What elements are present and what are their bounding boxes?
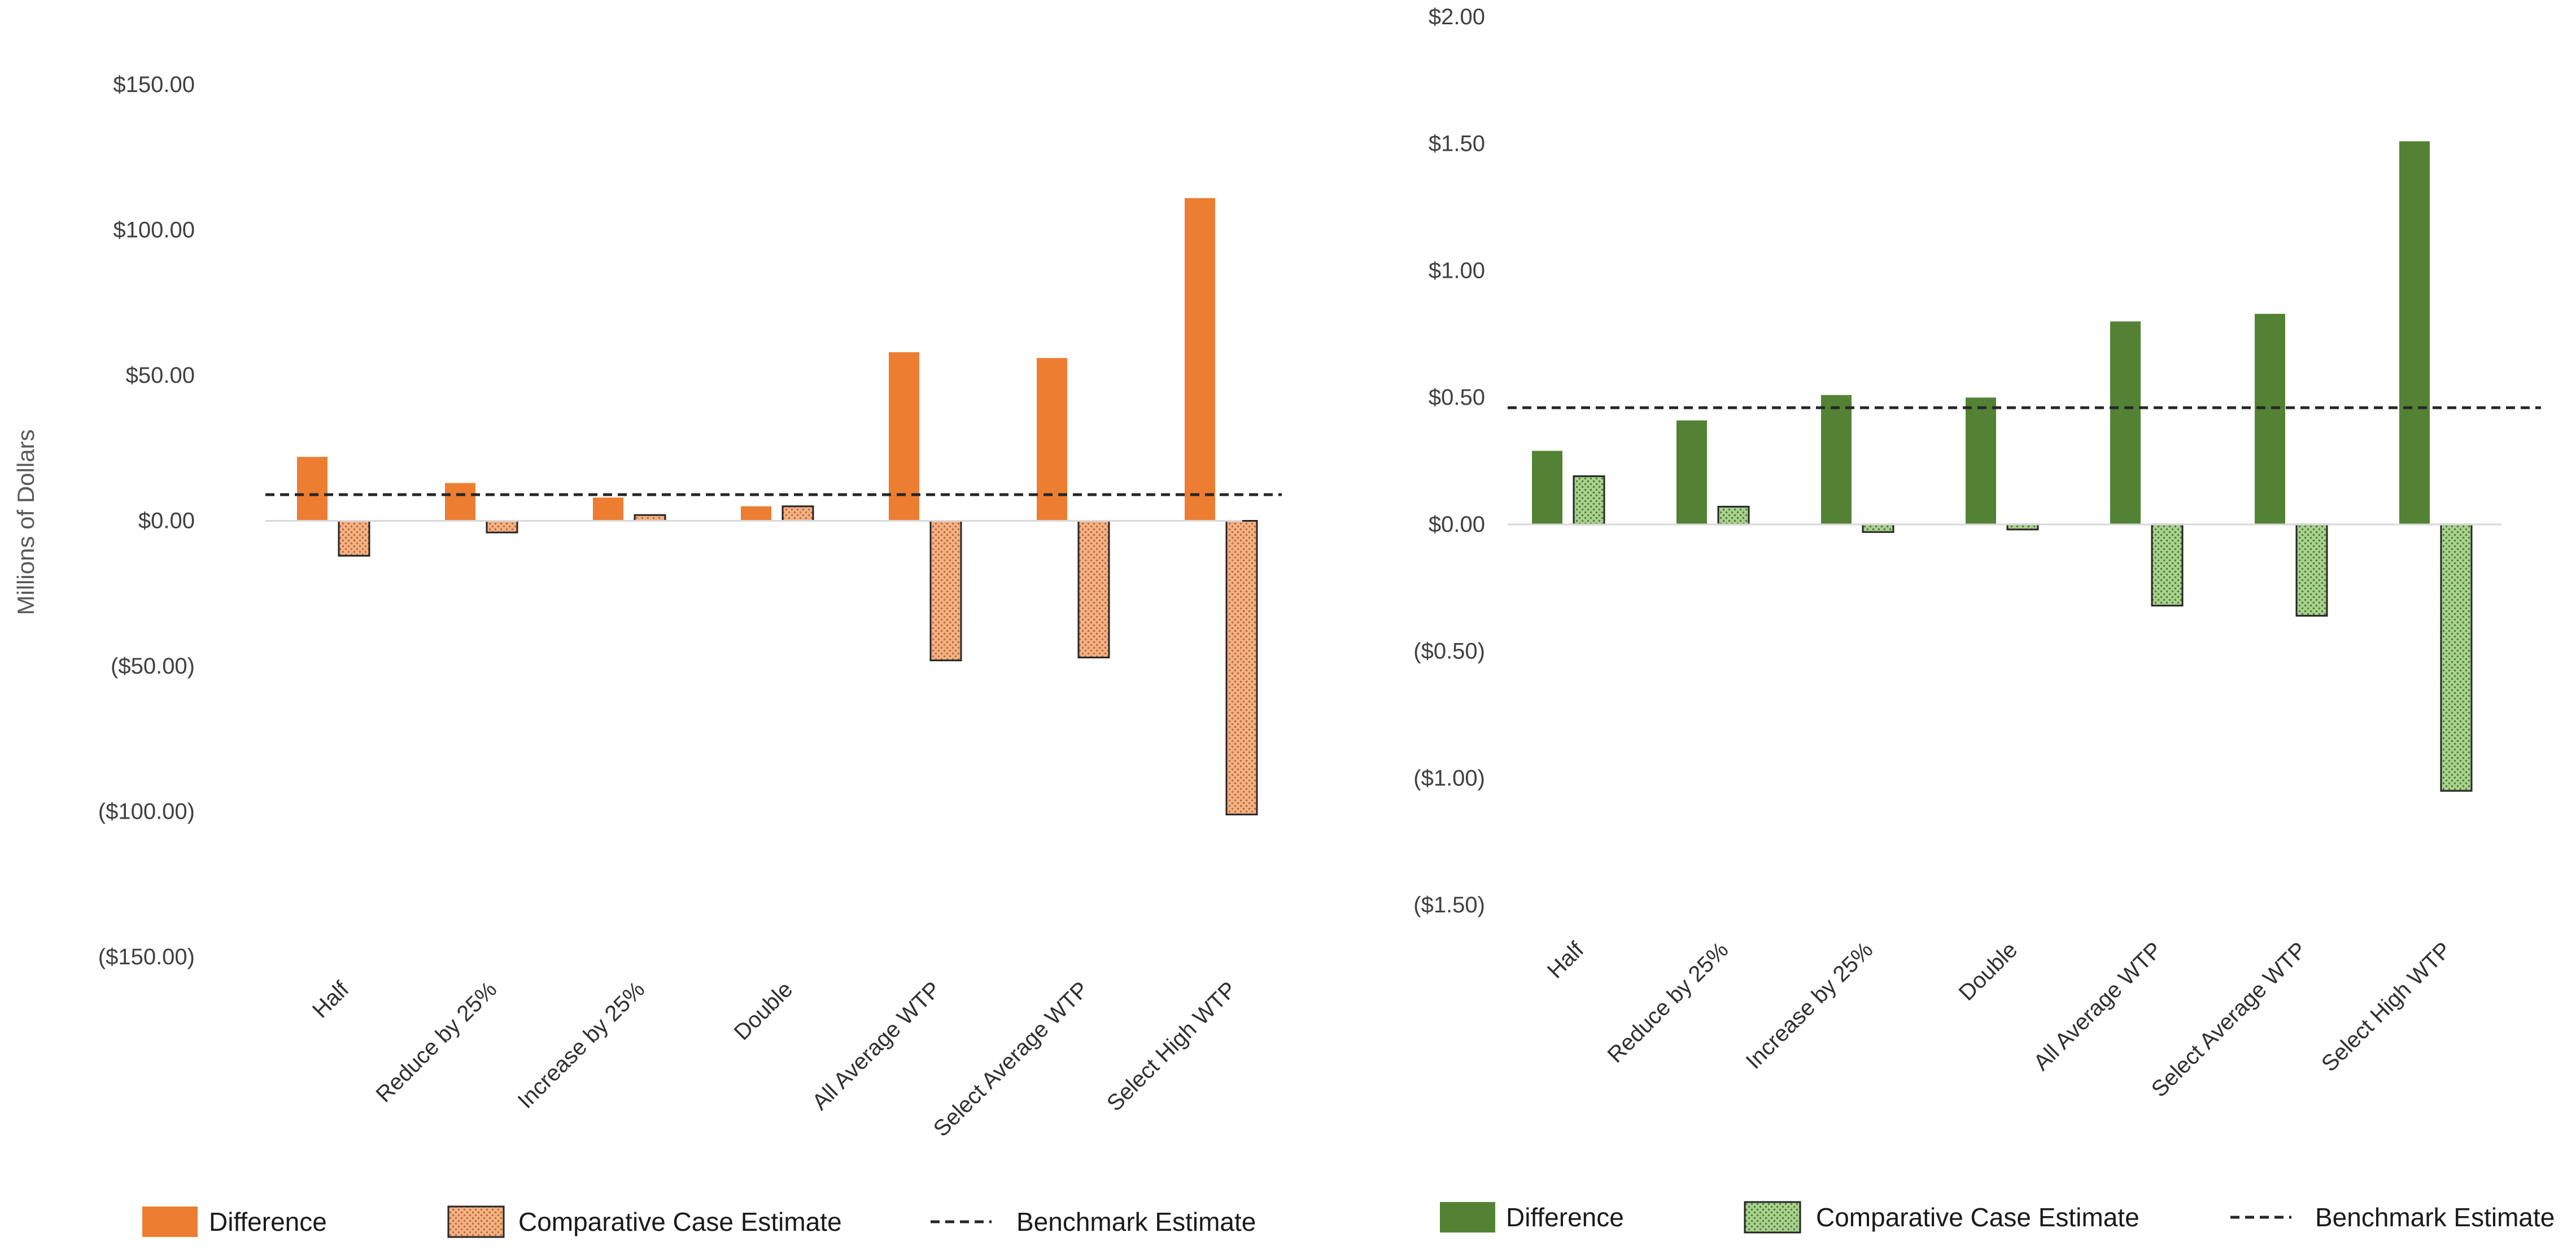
right-bar-comparative <box>2151 523 2184 607</box>
left-bar-comparative <box>634 514 666 522</box>
right-category-label: All Average WTP <box>2029 937 2167 1075</box>
right-legend-swatch-comparative <box>1744 1201 1801 1234</box>
left-y-tick-label: $0.00 <box>138 509 195 534</box>
left-bar-difference <box>741 506 771 521</box>
right-y-tick-label: $1.50 <box>1429 132 1485 156</box>
right-category-label: Select High WTP <box>2317 937 2456 1076</box>
right-y-tick-label: $0.00 <box>1429 512 1485 537</box>
left-legend-label-benchmark: Benchmark Estimate <box>1016 1207 1256 1236</box>
right-y-tick-label: ($1.00) <box>1413 766 1485 790</box>
left-y-tick-label: $50.00 <box>126 363 195 388</box>
right-legend-label-benchmark: Benchmark Estimate <box>2315 1203 2555 1232</box>
left-bar-difference <box>297 457 328 521</box>
chart-right-panel: $2.00 $1.50 $1.00 $0.50 $0.00 ($0.50) ($1.00) (… <box>1413 5 2555 1234</box>
left-bar-comparative <box>781 505 814 522</box>
left-bar-comparative <box>338 520 370 557</box>
left-y-axis-label: Millions of Dollars <box>12 429 39 615</box>
left-category-label: Double <box>730 977 798 1045</box>
left-category-label: Increase by 25% <box>513 977 650 1113</box>
left-y-tick-label: $150.00 <box>113 72 195 97</box>
left-bar-difference <box>1037 358 1067 521</box>
right-y-tick-label: $2.00 <box>1429 5 1485 29</box>
left-category-label: All Average WTP <box>807 977 945 1114</box>
chart-left-panel: $150.00 $100.00 $50.00 $0.00 ($50.00) ($100.0… <box>12 72 1282 1238</box>
right-legend-label-difference: Difference <box>1506 1203 1624 1232</box>
left-y-tick-label: ($100.00) <box>98 799 195 824</box>
left-bar-difference <box>1185 198 1215 521</box>
right-bar-difference <box>1676 420 1707 525</box>
right-y-tick-label: ($0.50) <box>1413 639 1485 664</box>
left-legend-swatch-comparative <box>447 1205 505 1238</box>
right-bar-comparative <box>2440 523 2473 792</box>
left-category-label: Select High WTP <box>1102 977 1241 1116</box>
right-category-label: Double <box>1954 937 2023 1006</box>
right-category-label: Reduce by 25% <box>1603 937 1734 1068</box>
right-category-label: Increase by 25% <box>1741 937 1878 1074</box>
left-bar-difference <box>445 483 475 521</box>
right-bar-comparative <box>2295 523 2328 617</box>
right-category-label: Select Average WTP <box>2147 937 2312 1102</box>
left-bar-comparative <box>1225 520 1258 816</box>
right-bar-comparative <box>1862 523 1894 533</box>
left-legend-label-difference: Difference <box>209 1207 327 1236</box>
right-bar-difference <box>2399 141 2430 525</box>
left-bar-comparative <box>929 520 962 662</box>
left-y-tick-label: $100.00 <box>113 218 195 243</box>
right-bar-difference <box>2255 313 2285 525</box>
left-bar-difference <box>889 352 919 521</box>
left-category-label: Select Average WTP <box>929 977 1094 1142</box>
right-bar-comparative <box>1717 505 1750 526</box>
left-legend-swatch-difference <box>142 1207 198 1237</box>
right-y-tick-label: $1.00 <box>1429 258 1485 283</box>
right-y-tick-label: ($1.50) <box>1413 893 1485 917</box>
right-bar-difference <box>1966 397 1996 525</box>
left-category-label: Reduce by 25% <box>372 977 502 1107</box>
right-legend-swatch-difference <box>1440 1202 1495 1232</box>
right-category-label: Half <box>1543 937 1589 984</box>
right-bar-difference <box>1821 395 1852 525</box>
left-legend-label-comparative: Comparative Case Estimate <box>518 1207 842 1236</box>
left-category-label: Half <box>308 977 354 1023</box>
left-y-tick-label: ($50.00) <box>111 654 195 679</box>
right-bar-difference <box>1532 451 1562 525</box>
left-bar-comparative <box>486 520 518 534</box>
left-y-tick-label: ($150.00) <box>98 945 195 969</box>
right-bar-difference <box>2110 321 2141 525</box>
left-bar-difference <box>593 497 623 521</box>
right-bar-comparative <box>1573 475 1605 526</box>
right-legend-label-comparative: Comparative Case Estimate <box>1816 1203 2140 1232</box>
right-y-tick-label: $0.50 <box>1429 385 1485 410</box>
left-bar-comparative <box>1077 520 1110 659</box>
